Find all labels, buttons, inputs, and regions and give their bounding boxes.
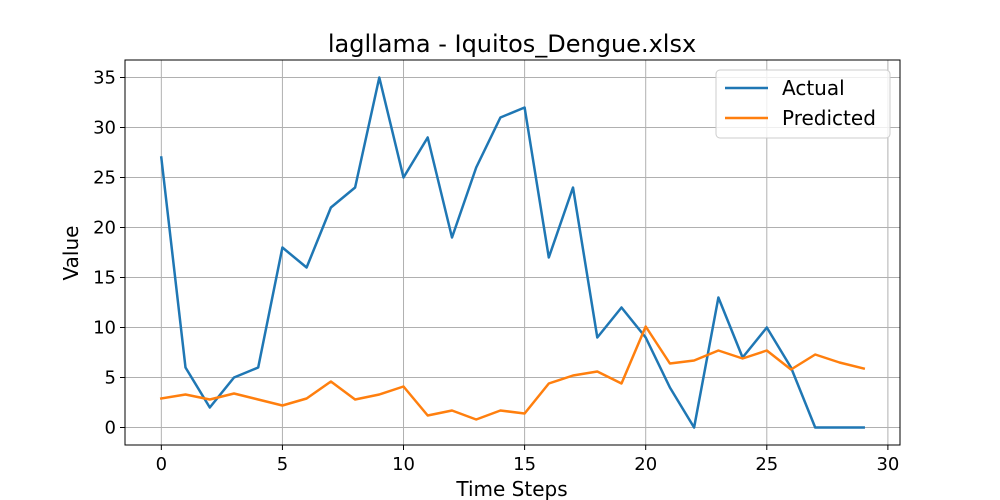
x-tick-label: 15 xyxy=(513,454,536,475)
x-tick-label: 0 xyxy=(156,454,167,475)
y-tick-label: 20 xyxy=(93,218,116,239)
y-axis-label: Value xyxy=(59,226,83,281)
chart-title: lagllama - Iquitos_Dengue.xlsx xyxy=(328,30,696,58)
x-tick-label: 30 xyxy=(876,454,899,475)
x-tick-label: 5 xyxy=(277,454,288,475)
y-tick-label: 0 xyxy=(105,418,116,439)
x-tick-label: 25 xyxy=(755,454,778,475)
y-tick-label: 10 xyxy=(93,318,116,339)
series-line-predicted xyxy=(159,325,866,421)
x-tick-label: 10 xyxy=(392,454,415,475)
plot-frame xyxy=(124,59,901,446)
legend: Actual Predicted xyxy=(715,69,891,139)
legend-label-predicted: Predicted xyxy=(782,106,876,130)
legend-label-actual: Actual xyxy=(782,76,845,100)
axis-ticks: 0 5 10 15 20 25 30 0 5 10 15 20 25 30 35 xyxy=(93,68,899,476)
y-tick-label: 30 xyxy=(93,118,116,139)
series-line-actual xyxy=(159,76,865,429)
series-lines xyxy=(159,76,866,429)
y-tick-label: 25 xyxy=(93,168,116,189)
x-tick-label: 20 xyxy=(634,454,657,475)
y-tick-label: 5 xyxy=(105,368,116,389)
y-tick-label: 35 xyxy=(93,68,116,89)
y-tick-label: 15 xyxy=(93,268,116,289)
x-axis-label: Time Steps xyxy=(455,477,567,500)
